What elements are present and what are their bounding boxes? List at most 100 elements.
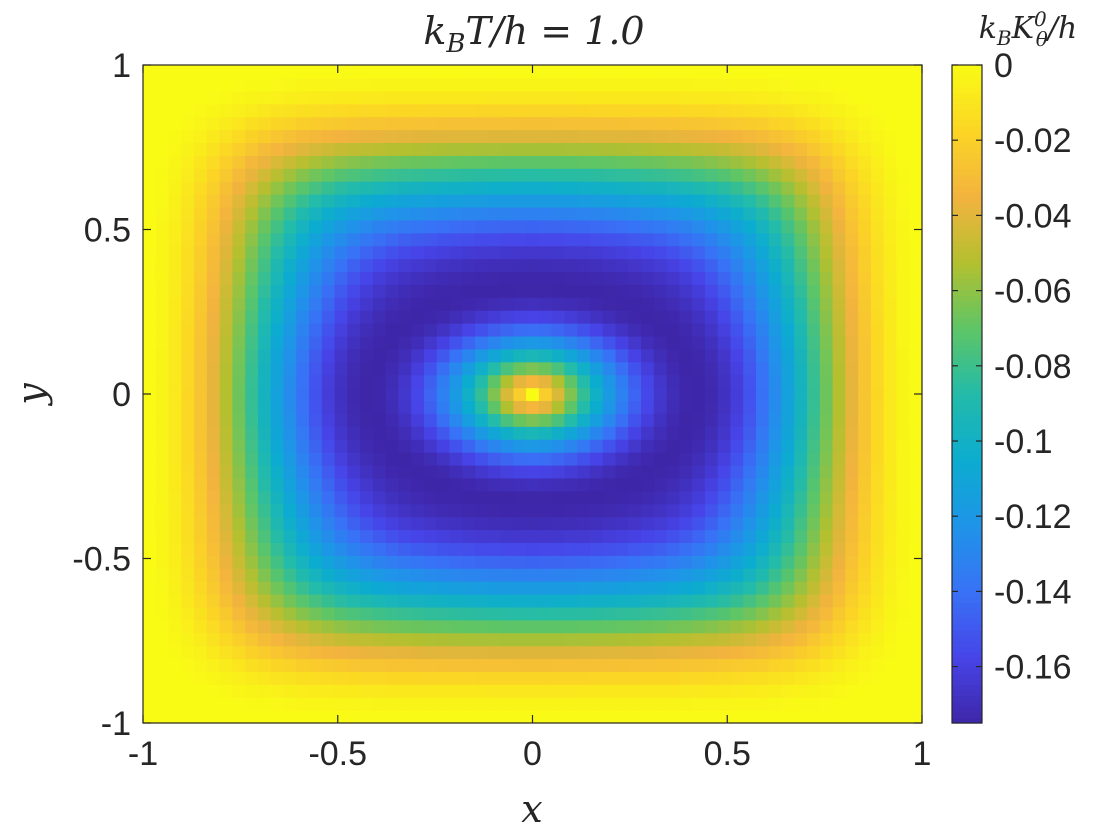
colorbar-tick-label: -0.1 — [994, 423, 1053, 461]
heatmap-cell — [781, 232, 795, 247]
heatmap-cell — [615, 555, 629, 569]
heatmap-cell — [321, 452, 336, 466]
heatmap-cell — [768, 400, 783, 414]
heatmap-cell — [321, 284, 336, 298]
cbar-label-K: K — [1011, 11, 1036, 46]
heatmap-cell — [487, 658, 502, 672]
heatmap-cell — [909, 335, 923, 350]
heatmap-cell — [526, 206, 540, 221]
heatmap-cell — [232, 542, 246, 556]
colorbar-segment — [952, 553, 982, 560]
heatmap-cell — [500, 335, 514, 350]
heatmap-cell — [513, 542, 527, 556]
heatmap-cell — [717, 697, 732, 711]
heatmap-cell — [360, 90, 374, 105]
heatmap-cell — [194, 181, 208, 195]
x-tick-label: 0 — [523, 735, 542, 773]
heatmap-cell — [500, 168, 514, 182]
heatmap-cell — [704, 426, 719, 440]
heatmap-cell — [692, 181, 706, 195]
heatmap-cell — [551, 348, 566, 363]
heatmap-cell — [794, 155, 808, 169]
heatmap-cell — [423, 464, 438, 479]
heatmap-cell — [730, 632, 744, 647]
heatmap-cell — [781, 439, 795, 453]
heatmap-cell — [781, 129, 795, 144]
heatmap-cell — [538, 619, 553, 634]
heatmap-cell — [781, 90, 795, 105]
heatmap-cell — [347, 413, 361, 427]
heatmap-cell — [423, 619, 438, 634]
heatmap-cell — [538, 361, 553, 376]
heatmap-cell — [475, 542, 489, 556]
heatmap-cell — [487, 413, 502, 427]
heatmap-cell — [181, 555, 195, 569]
heatmap-cell — [411, 477, 425, 492]
heatmap-cell — [628, 284, 642, 298]
heatmap-cell — [181, 90, 195, 105]
heatmap-cell — [181, 658, 195, 672]
heatmap-cell — [628, 684, 642, 698]
heatmap-cell — [704, 142, 719, 156]
heatmap-cell — [334, 77, 348, 92]
heatmap-cell — [155, 464, 170, 479]
heatmap-cell — [883, 116, 898, 131]
heatmap-cell — [296, 684, 310, 698]
heatmap-cell — [270, 387, 285, 402]
heatmap-cell — [794, 142, 808, 156]
heatmap-cell — [321, 232, 336, 247]
heatmap-cell — [398, 658, 412, 672]
heatmap-cell — [819, 413, 834, 427]
heatmap-cell — [347, 684, 361, 698]
heatmap-cell — [883, 310, 898, 324]
heatmap-cell — [283, 645, 297, 660]
heatmap-cell — [232, 400, 246, 414]
heatmap-cell — [653, 142, 668, 156]
heatmap-cell — [615, 348, 629, 363]
heatmap-cell — [257, 77, 272, 92]
heatmap-cell — [870, 348, 885, 363]
heatmap-cell — [283, 181, 297, 195]
heatmap-cell — [858, 335, 872, 350]
heatmap-cell — [807, 155, 821, 169]
heatmap-cell — [283, 271, 297, 285]
heatmap-cell — [194, 245, 208, 260]
heatmap-cell — [692, 632, 706, 647]
heatmap-cell — [794, 103, 808, 118]
heatmap-cell — [309, 684, 323, 698]
heatmap-cell — [436, 684, 451, 698]
heatmap-cell — [219, 387, 233, 402]
heatmap-cell — [896, 168, 910, 182]
heatmap-cell — [781, 348, 795, 363]
heatmap-cell — [526, 632, 540, 647]
heatmap-cell — [360, 529, 374, 543]
heatmap-cell — [858, 103, 872, 118]
heatmap-cell — [181, 516, 195, 531]
heatmap-cell — [194, 658, 208, 672]
heatmap-cell — [513, 142, 527, 156]
heatmap-cell — [513, 194, 527, 208]
colorbar-segment — [952, 75, 982, 83]
colorbar-tick-label: -0.02 — [994, 122, 1072, 160]
heatmap-cell — [155, 297, 170, 311]
heatmap-cell — [372, 555, 387, 569]
heatmap-cell — [666, 632, 680, 647]
heatmap-cell — [270, 439, 285, 453]
heatmap-cell — [283, 671, 297, 685]
heatmap-cell — [615, 439, 629, 453]
heatmap-cell — [372, 155, 387, 169]
heatmap-cell — [155, 348, 170, 363]
heatmap-cell — [755, 219, 770, 234]
heatmap-cell — [858, 581, 872, 595]
heatmap-cell — [347, 581, 361, 595]
heatmap-cell — [653, 684, 668, 698]
heatmap-cell — [832, 90, 846, 105]
colorbar-segment — [952, 437, 982, 444]
heatmap-cell — [807, 271, 821, 285]
heatmap-cell — [666, 335, 680, 350]
heatmap-cell — [602, 232, 617, 247]
heatmap-cell — [832, 387, 846, 402]
heatmap-cell — [143, 684, 157, 698]
heatmap-cell — [743, 439, 757, 453]
heatmap-cell — [462, 710, 476, 724]
